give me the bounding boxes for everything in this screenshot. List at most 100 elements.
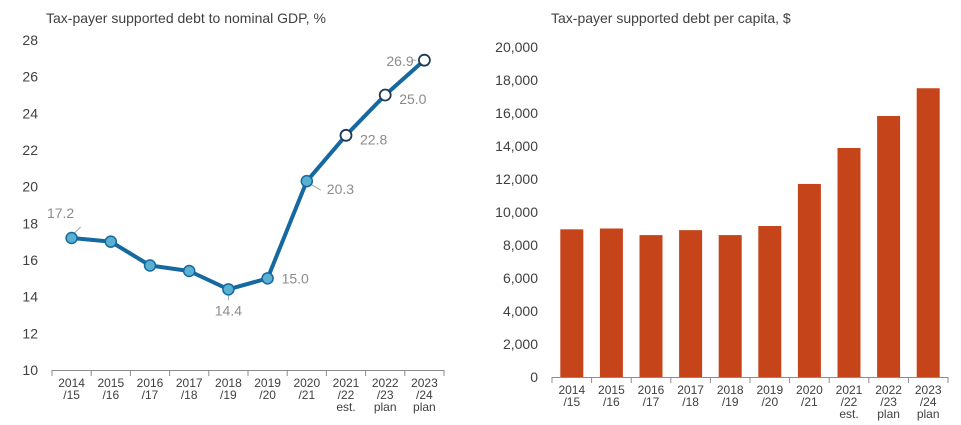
x-tick-label: 2016 <box>137 376 164 390</box>
x-tick-label: est. <box>839 407 858 421</box>
bar <box>679 230 703 377</box>
data-label-leader <box>310 183 322 191</box>
x-tick-label: /20 <box>761 395 778 409</box>
x-tick-label: 2020 <box>796 383 823 397</box>
x-tick-label: 2023 <box>915 383 942 397</box>
series-line <box>69 58 427 292</box>
x-tick-label: 2014 <box>58 376 85 390</box>
x-tick-label: /17 <box>142 388 159 402</box>
x-tick-label: 2015 <box>97 376 124 390</box>
x-tick-label: /18 <box>181 388 198 402</box>
per-capita-chart-title: Tax-payer supported debt per capita, $ <box>551 10 791 26</box>
x-tick-label: 2018 <box>215 376 242 390</box>
data-point <box>339 128 353 142</box>
y-tick-label: 16 <box>22 252 38 268</box>
data-label: 26.9 <box>386 53 413 69</box>
x-tick-label: /23 <box>377 388 394 402</box>
gdp-line-chart: 101214161820222426282014/152015/162016/1… <box>22 32 445 414</box>
x-tick-label: plan <box>917 407 940 421</box>
x-tick-label: est. <box>336 400 355 414</box>
x-tick-label: plan <box>413 400 436 414</box>
data-point <box>222 283 235 296</box>
bar <box>639 235 663 377</box>
x-tick-label: 2019 <box>254 376 281 390</box>
y-tick-label: 24 <box>22 105 38 121</box>
data-point <box>104 235 118 248</box>
bar <box>877 115 901 377</box>
x-tick-label: /15 <box>63 388 80 402</box>
x-tick-label: 2017 <box>677 383 704 397</box>
x-tick-label: /16 <box>603 395 620 409</box>
data-label: 25.0 <box>399 91 426 107</box>
x-tick-label: 2017 <box>176 376 203 390</box>
y-tick-label: 0 <box>530 369 538 385</box>
x-tick-label: /22 <box>338 388 355 402</box>
x-tick-label: /17 <box>643 395 660 409</box>
data-point <box>182 264 196 278</box>
x-tick-label: 2022 <box>875 383 902 397</box>
x-tick-label: /21 <box>298 388 315 402</box>
x-tick-label: /18 <box>682 395 699 409</box>
y-tick-label: 14 <box>22 289 38 305</box>
bar <box>599 228 623 377</box>
per-capita-bar-chart-panel: Tax-payer supported debt per capita, $ 0… <box>470 0 961 425</box>
y-tick-label: 4,000 <box>503 303 538 319</box>
bar <box>718 235 742 377</box>
x-tick-label: plan <box>374 400 397 414</box>
x-tick-label: /22 <box>841 395 858 409</box>
data-point <box>261 272 274 285</box>
y-tick-label: 22 <box>22 142 38 158</box>
bar <box>837 147 861 377</box>
data-point <box>378 88 392 102</box>
x-tick-label: /23 <box>880 395 897 409</box>
y-tick-label: 8,000 <box>503 237 538 253</box>
data-label: 22.8 <box>360 131 387 147</box>
y-tick-label: 10,000 <box>495 204 538 220</box>
y-tick-label: 18 <box>22 215 38 231</box>
x-tick-label: /21 <box>801 395 818 409</box>
x-tick-label: 2022 <box>372 376 399 390</box>
y-tick-label: 12 <box>22 325 38 341</box>
x-tick-label: 2021 <box>333 376 360 390</box>
data-point <box>143 259 157 272</box>
data-label: 14.4 <box>215 302 242 318</box>
gdp-debt-line-chart-panel: Tax-payer supported debt to nominal GDP,… <box>0 0 470 425</box>
per-capita-bar-chart: 0 2,000 4,000 6,000 8,000 10,000 12,000 14,000 1… <box>495 39 949 421</box>
x-tick-label: /24 <box>416 388 433 402</box>
y-tick-label: 18,000 <box>495 72 538 88</box>
x-tick-label: /24 <box>920 395 937 409</box>
data-point <box>300 174 314 188</box>
x-tick-label: 2020 <box>293 376 320 390</box>
x-tick-label: 2023 <box>411 376 438 390</box>
x-tick-label: 2019 <box>756 383 783 397</box>
bar <box>560 229 584 377</box>
data-label: 17.2 <box>47 205 74 221</box>
y-tick-label: 20 <box>22 179 38 195</box>
data-label: 20.3 <box>327 181 354 197</box>
y-tick-label: 28 <box>22 32 38 48</box>
data-point <box>65 231 78 245</box>
y-tick-label: 14,000 <box>495 138 538 154</box>
gdp-chart-title: Tax-payer supported debt to nominal GDP,… <box>46 10 326 26</box>
y-tick-label: 20,000 <box>495 39 538 55</box>
x-tick-label: 2016 <box>638 383 665 397</box>
x-tick-label: /15 <box>563 395 580 409</box>
y-tick-label: 2,000 <box>503 336 538 352</box>
x-tick-label: /16 <box>102 388 119 402</box>
x-tick-label: /19 <box>722 395 739 409</box>
x-tick-label: 2021 <box>836 383 863 397</box>
x-tick-label: /20 <box>259 388 276 402</box>
data-point <box>417 53 431 67</box>
y-tick-label: 16,000 <box>495 105 538 121</box>
y-tick-label: 10 <box>22 362 38 378</box>
bar <box>797 183 821 377</box>
bar <box>758 226 782 377</box>
y-tick-label: 6,000 <box>503 270 538 286</box>
x-tick-label: 2014 <box>558 383 585 397</box>
x-tick-label: 2015 <box>598 383 625 397</box>
y-tick-label: 12,000 <box>495 171 538 187</box>
x-tick-label: plan <box>877 407 900 421</box>
y-tick-label: 26 <box>22 69 38 85</box>
x-tick-label: 2018 <box>717 383 744 397</box>
data-label: 15.0 <box>282 270 309 286</box>
